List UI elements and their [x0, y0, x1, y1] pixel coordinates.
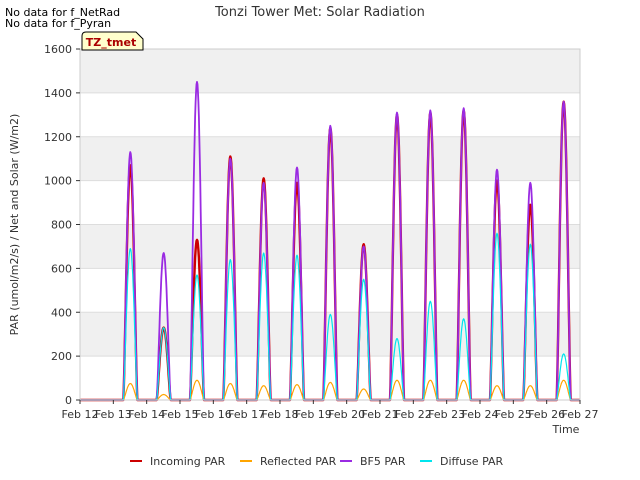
y-tick-label: 1000 — [44, 175, 72, 188]
x-tick-label: Feb 24 — [462, 408, 499, 421]
x-tick-label: Feb 16 — [195, 408, 232, 421]
y-tick-label: 1600 — [44, 43, 72, 56]
x-tick-label: Feb 20 — [328, 408, 365, 421]
plot-band — [80, 312, 580, 357]
y-tick-label: 600 — [51, 262, 72, 275]
plot-band — [80, 224, 580, 269]
no-data-netrad: No data for f_NetRad — [5, 6, 121, 19]
y-tick-label: 800 — [51, 219, 72, 232]
x-tick-label: Feb 18 — [262, 408, 299, 421]
x-tick-label: Feb 27 — [562, 408, 599, 421]
x-tick-label: Feb 12 — [62, 408, 99, 421]
x-tick-label: Feb 17 — [228, 408, 265, 421]
x-axis-label: Time — [552, 423, 580, 436]
legend-entry: Diffuse PAR — [440, 455, 504, 468]
legend-entry: Incoming PAR — [150, 455, 226, 468]
x-tick-label: Feb 19 — [295, 408, 332, 421]
x-tick-label: Feb 23 — [428, 408, 465, 421]
x-tick-label: Feb 25 — [495, 408, 532, 421]
annotation-label: TZ_tmet — [86, 36, 136, 49]
no-data-pyran: No data for f_Pyran — [5, 17, 112, 30]
legend: Incoming PAR Reflected PAR BF5 PAR Diffuse … — [130, 455, 504, 468]
legend-entry: BF5 PAR — [360, 455, 406, 468]
x-tick-label: Feb 22 — [395, 408, 432, 421]
x-tick-label: Feb 26 — [528, 408, 565, 421]
plot-band — [80, 49, 580, 93]
x-tick-label: Feb 13 — [95, 408, 132, 421]
legend-entry: Reflected PAR — [260, 455, 337, 468]
y-tick-label: 0 — [65, 394, 72, 407]
tz-tmet-annotation: TZ_tmet — [81, 31, 144, 51]
chart-title: Tonzi Tower Met: Solar Radiation — [214, 5, 425, 20]
y-tick-label: 400 — [51, 306, 72, 319]
x-tick-label: Feb 21 — [362, 408, 399, 421]
y-tick-label: 1400 — [44, 87, 72, 100]
x-tick-label: Feb 14 — [128, 408, 165, 421]
x-tick-label: Feb 15 — [162, 408, 199, 421]
y-tick-label: 1200 — [44, 131, 72, 144]
y-axis-label: PAR (umol/m2/s) / Net and Solar (W/m2) — [8, 114, 21, 336]
y-tick-label: 200 — [51, 350, 72, 363]
